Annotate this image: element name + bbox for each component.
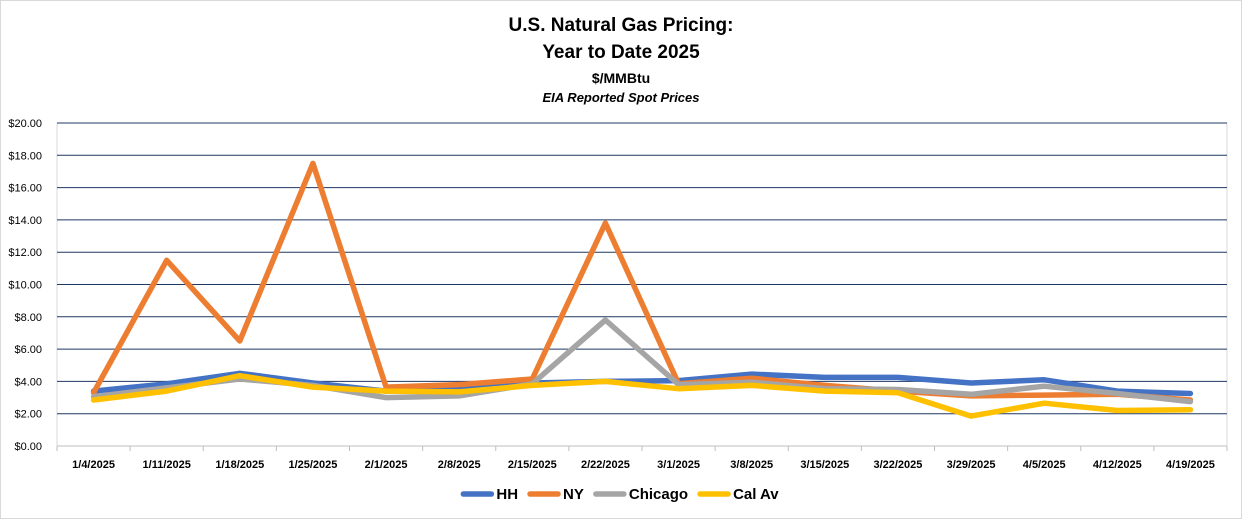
- x-tick-label: 3/15/2025: [800, 459, 849, 471]
- series-line-hh: [90, 370, 1194, 397]
- legend-label: Chicago: [629, 486, 688, 503]
- legend-label: HH: [496, 486, 518, 503]
- x-tick-label: 3/8/2025: [730, 459, 773, 471]
- x-tick-label: 1/4/2025: [72, 459, 115, 471]
- y-tick-label: $14.00: [8, 215, 42, 227]
- chart-subtitle-source: EIA Reported Spot Prices: [542, 90, 700, 105]
- legend-label: Cal Av: [733, 486, 779, 503]
- y-tick-label: $2.00: [14, 409, 42, 421]
- x-tick-label: 4/5/2025: [1023, 459, 1066, 471]
- y-tick-label: $16.00: [8, 183, 42, 195]
- y-tick-label: $8.00: [14, 312, 42, 324]
- x-tick-label: 2/8/2025: [438, 459, 481, 471]
- x-tick-label: 2/22/2025: [581, 459, 630, 471]
- x-axis: 1/4/2025 1/11/2025 1/18/2025 1/25/2025 2/1/2…: [56, 445, 1228, 471]
- chart-title-line2: Year to Date 2025: [542, 42, 700, 63]
- y-tick-label: $18.00: [8, 150, 42, 162]
- x-tick-label: 4/19/2025: [1166, 459, 1215, 471]
- series-line-chicago: [90, 317, 1194, 405]
- y-tick-label: $0.00: [14, 441, 42, 453]
- chart-title: U.S. Natural Gas Pricing:: [508, 15, 734, 36]
- x-tick-label: 3/1/2025: [657, 459, 700, 471]
- x-tick-label: 1/25/2025: [288, 459, 337, 471]
- x-tick-label: 2/15/2025: [508, 459, 557, 471]
- series-line-cal-av: [90, 372, 1194, 419]
- y-tick-label: $4.00: [14, 376, 42, 388]
- x-tick-label: 4/12/2025: [1093, 459, 1142, 471]
- x-tick-label: 3/22/2025: [873, 459, 922, 471]
- x-tick-label: 1/18/2025: [215, 459, 264, 471]
- legend-label: NY: [563, 486, 584, 503]
- y-tick-label: $12.00: [8, 247, 42, 259]
- x-tick-label: 2/1/2025: [365, 459, 408, 471]
- y-axis: $0.00 $2.00 $4.00 $6.00 $8.00 $10.00 $12.00 $14…: [8, 118, 42, 453]
- chart-subtitle-units: $/MMBtu: [591, 70, 651, 86]
- y-tick-label: $6.00: [14, 344, 42, 356]
- series-lines: [90, 160, 1194, 419]
- series-line-ny: [90, 160, 1194, 403]
- y-tick-label: $10.00: [8, 280, 42, 292]
- legend: HH NY Chicago Cal Av: [460, 486, 779, 503]
- x-tick-label: 3/29/2025: [947, 459, 996, 471]
- x-tick-label: 1/11/2025: [143, 459, 191, 471]
- y-tick-label: $20.00: [8, 118, 42, 130]
- chart-title-block: U.S. Natural Gas Pricing: Year to Date 2…: [0, 12, 1242, 108]
